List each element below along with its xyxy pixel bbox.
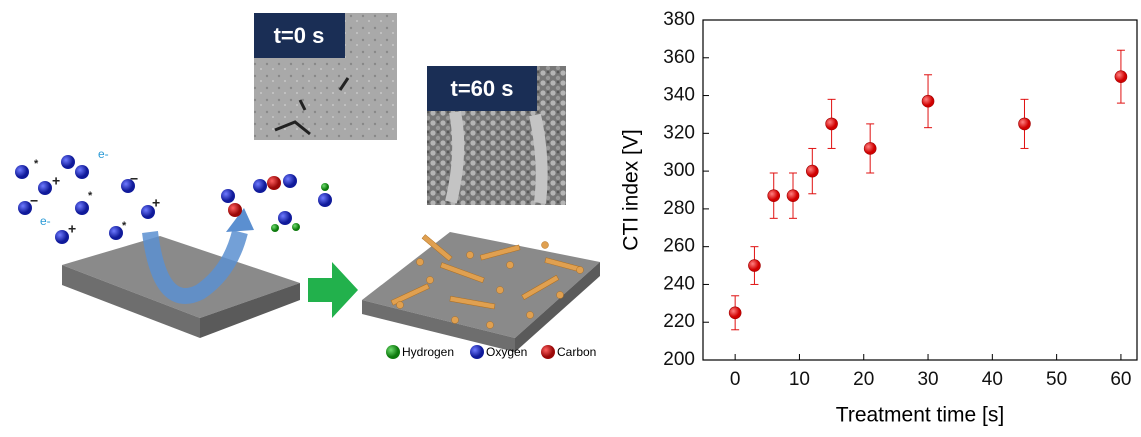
legend-label: Hydrogen [402, 345, 454, 359]
y-tick-label: 200 [663, 349, 695, 370]
point [748, 260, 760, 272]
y-tick-label: 380 [663, 9, 695, 30]
y-tick-label: 360 [663, 47, 695, 68]
point [787, 190, 799, 202]
page: t=0 s t=60 s [0, 0, 1141, 432]
y-tick-label: 240 [663, 273, 695, 294]
x-tick-label: 20 [853, 369, 874, 390]
y-tick-label: 300 [663, 160, 695, 181]
point [1018, 118, 1030, 130]
image-label: t=0 s [274, 23, 325, 48]
x-tick-label: 50 [1046, 369, 1067, 390]
svg-text:*: * [122, 220, 127, 232]
svg-text:+: + [152, 195, 160, 211]
image-label: t=60 s [451, 76, 514, 101]
point [864, 142, 876, 154]
x-tick-label: 60 [1110, 369, 1131, 390]
point [768, 190, 780, 202]
x-tick-label: 30 [917, 369, 938, 390]
svg-text:−: − [130, 171, 138, 187]
legend-label: Oxygen [486, 345, 527, 359]
svg-text:−: − [30, 193, 38, 209]
point [806, 165, 818, 177]
figure: t=0 s t=60 s [0, 0, 1141, 432]
y-tick-label: 220 [663, 311, 695, 332]
schematic: t=0 s t=60 s [15, 13, 600, 359]
y-tick-label: 280 [663, 198, 695, 219]
y-tick-label: 320 [663, 122, 695, 143]
svg-text:*: * [88, 190, 93, 202]
y-axis-label: CTI index [V] [620, 129, 643, 250]
svg-text:*: * [34, 158, 39, 170]
plot-frame [703, 20, 1137, 360]
x-tick-label: 0 [730, 369, 741, 390]
point [922, 95, 934, 107]
x-tick-label: 10 [789, 369, 810, 390]
point [826, 118, 838, 130]
electron-label: e- [40, 214, 51, 228]
svg-text:+: + [68, 221, 76, 237]
x-axis-label: Treatment time [s] [836, 404, 1004, 427]
y-tick-label: 340 [663, 85, 695, 106]
point [1115, 71, 1127, 83]
electron-label: e- [98, 147, 109, 161]
svg-text:+: + [52, 173, 60, 189]
y-tick-label: 260 [663, 236, 695, 257]
legend-label: Carbon [557, 345, 596, 359]
x-tick-label: 40 [982, 369, 1003, 390]
point [729, 307, 741, 319]
